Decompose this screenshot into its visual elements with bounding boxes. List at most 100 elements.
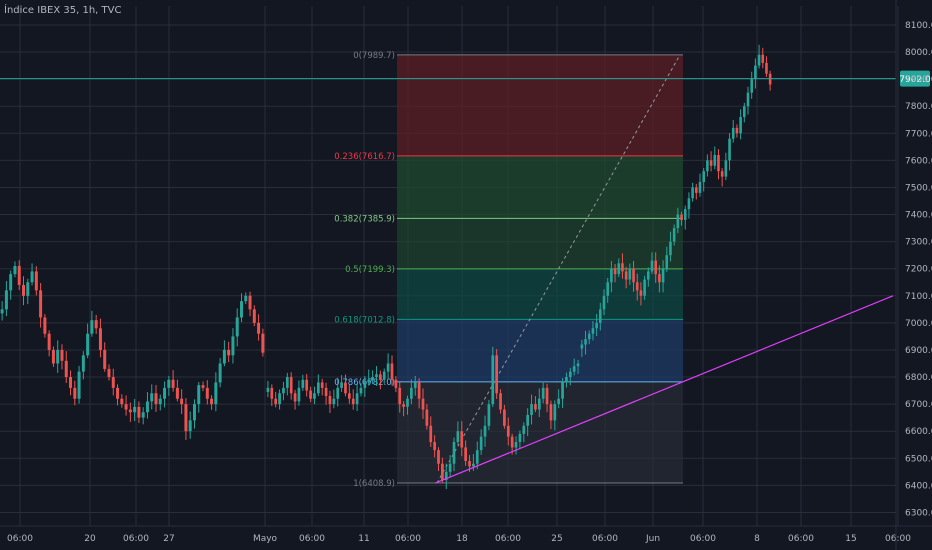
- candle-body: [167, 379, 171, 388]
- candle-body: [557, 398, 561, 405]
- y-tick-label: 7400.0: [905, 211, 932, 221]
- price-line-layer: 7902.0: [0, 70, 931, 87]
- x-tick-label: 06:00: [299, 534, 325, 544]
- candle-body: [301, 379, 305, 388]
- candle-body: [750, 79, 753, 93]
- candle: [464, 440, 467, 466]
- candle-body: [324, 387, 328, 396]
- candle-body: [355, 393, 359, 405]
- candle: [503, 404, 506, 429]
- trendline[interactable]: [434, 295, 894, 484]
- candle-body: [584, 339, 587, 345]
- y-tick-label: 6500.0: [905, 454, 932, 464]
- candle-body: [425, 409, 429, 426]
- candle: [244, 292, 248, 305]
- candle-body: [487, 404, 491, 426]
- candles-layer: [0, 44, 772, 490]
- candle: [602, 289, 606, 316]
- candle: [635, 273, 639, 301]
- candle-body: [765, 62, 768, 74]
- candle-body: [702, 171, 705, 183]
- candle: [591, 320, 595, 341]
- candle-body: [468, 461, 471, 467]
- candle-body: [709, 160, 713, 166]
- candle: [394, 376, 398, 393]
- candle-body: [483, 425, 487, 437]
- candle: [541, 381, 545, 404]
- candle-body: [116, 387, 120, 399]
- candle-body: [654, 260, 657, 275]
- fib-level-label: 1(6408.9): [353, 479, 395, 489]
- candle: [103, 342, 107, 372]
- candle: [448, 455, 452, 478]
- fib-level-label: 0.382(7385.9): [334, 214, 395, 224]
- candle: [557, 389, 561, 409]
- candle-body: [541, 387, 545, 399]
- candle-body: [639, 290, 643, 296]
- candle: [553, 400, 557, 431]
- candle: [754, 58, 757, 89]
- candle-body: [602, 295, 606, 310]
- candle-body: [266, 387, 270, 392]
- candle: [479, 429, 483, 455]
- candle: [680, 211, 683, 226]
- candle: [316, 374, 320, 397]
- candle-body: [86, 333, 90, 356]
- candle: [724, 152, 728, 181]
- candle-body: [347, 393, 351, 399]
- trendline-layer[interactable]: [434, 295, 894, 484]
- candle-body: [111, 377, 115, 388]
- candle-body: [444, 471, 448, 480]
- candle-body: [309, 390, 312, 399]
- candle-body: [499, 393, 502, 410]
- candle: [81, 351, 85, 380]
- candle-body: [728, 138, 731, 161]
- candle-body: [390, 363, 394, 380]
- candle-body: [437, 450, 440, 464]
- candle-body: [720, 171, 724, 177]
- candle: [743, 102, 746, 123]
- candle: [676, 207, 680, 234]
- fib-zone: [397, 381, 683, 483]
- candle-body: [441, 463, 444, 480]
- candle: [587, 330, 591, 345]
- candle-body: [695, 187, 698, 193]
- candle: [107, 364, 111, 381]
- candle: [13, 261, 17, 278]
- candle-body: [56, 349, 60, 364]
- candle: [98, 318, 102, 358]
- candle: [518, 430, 522, 449]
- candle: [768, 70, 772, 91]
- candle-body: [297, 387, 301, 402]
- candle: [460, 421, 464, 457]
- candle: [433, 435, 436, 458]
- current-price-label: 7902.0: [899, 75, 931, 85]
- candle-body: [51, 349, 55, 364]
- candle-body: [522, 425, 526, 434]
- x-tick-label: 11: [358, 534, 369, 544]
- y-tick-label: 8000.0: [905, 48, 932, 58]
- candle-body: [491, 355, 495, 405]
- candle: [632, 260, 635, 292]
- candle: [351, 389, 355, 410]
- candle-body: [34, 271, 38, 291]
- candle: [0, 301, 4, 321]
- candle-body: [257, 322, 261, 334]
- candle-body: [289, 377, 293, 394]
- candle: [537, 388, 541, 418]
- candle-body: [64, 360, 68, 378]
- candle-body: [495, 355, 499, 394]
- candle-body: [344, 382, 347, 394]
- candle-body: [336, 387, 340, 399]
- x-tick-label: 27: [163, 534, 174, 544]
- candle-body: [526, 414, 530, 426]
- candle-body: [676, 214, 680, 229]
- candle: [133, 399, 137, 422]
- x-tick-label: 06:00: [885, 534, 911, 544]
- candle-body: [658, 274, 661, 283]
- candle: [728, 133, 731, 171]
- candle: [628, 263, 632, 285]
